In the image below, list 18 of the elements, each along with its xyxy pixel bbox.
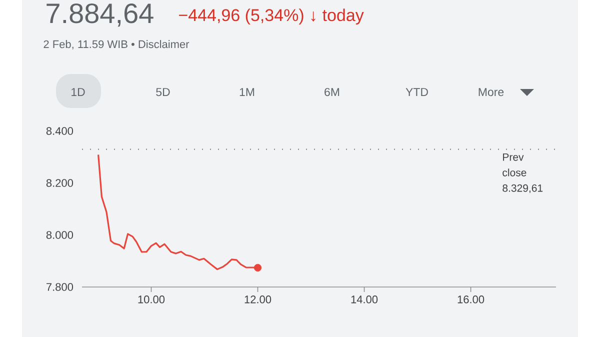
text: More: [478, 88, 504, 96]
y-tick-label: 7.800: [46, 283, 74, 291]
text: 5D: [156, 88, 170, 96]
y-tick-label: 8.200: [46, 179, 74, 187]
text: 6M: [324, 88, 340, 96]
x-tick-label: 12.00: [244, 296, 272, 304]
text: 1M: [240, 88, 254, 96]
chart-subtitle: −444,96 (5,34%) ↓ today: [179, 8, 364, 25]
x-tick-label: 16.00: [458, 296, 484, 304]
x-tick-label: 10.00: [138, 296, 165, 304]
y-tick-label: 8.400: [46, 127, 74, 135]
x-tick-label: 14.00: [351, 296, 378, 304]
text: YTD: [406, 88, 428, 96]
chart-title: 7.884,64: [46, 3, 154, 27]
text: 1D: [72, 88, 85, 96]
ref-line-label: Prev close 8.329,61: [502, 154, 543, 194]
y-tick-label: 8.000: [46, 231, 74, 239]
text: 2 Feb, 11.59 WIB • Disclaimer: [44, 40, 190, 50]
